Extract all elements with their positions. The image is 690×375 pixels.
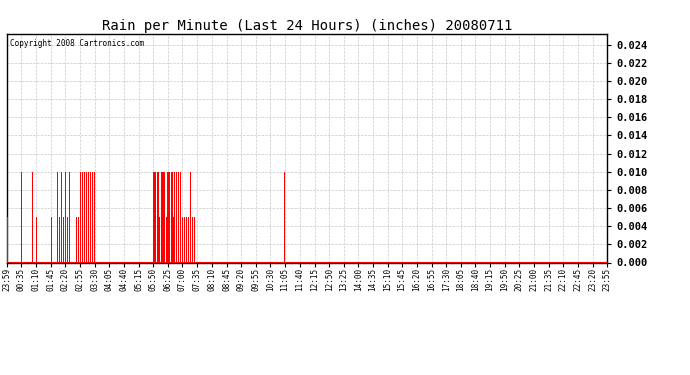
Bar <box>57 172 58 262</box>
Bar <box>78 217 79 262</box>
Bar <box>178 172 179 262</box>
Bar <box>86 172 87 262</box>
Bar <box>84 172 85 262</box>
Bar <box>158 172 159 262</box>
Bar <box>184 217 185 262</box>
Bar <box>164 172 166 262</box>
Bar <box>61 172 62 262</box>
Bar <box>59 217 60 262</box>
Bar <box>182 217 183 262</box>
Bar <box>76 217 77 262</box>
Bar <box>155 172 156 262</box>
Bar <box>152 172 154 262</box>
Bar <box>188 217 189 262</box>
Bar <box>186 217 187 262</box>
Bar <box>88 172 89 262</box>
Bar <box>50 217 52 262</box>
Bar <box>74 172 75 262</box>
Bar <box>170 172 172 262</box>
Bar <box>90 172 91 262</box>
Bar <box>21 172 22 262</box>
Bar <box>82 172 83 262</box>
Bar <box>176 172 177 262</box>
Bar <box>284 172 285 262</box>
Bar <box>63 217 64 262</box>
Bar <box>80 172 81 262</box>
Title: Rain per Minute (Last 24 Hours) (inches) 20080711: Rain per Minute (Last 24 Hours) (inches)… <box>102 19 512 33</box>
Bar <box>157 172 158 262</box>
Bar <box>36 217 37 262</box>
Bar <box>173 217 174 262</box>
Bar <box>162 172 163 262</box>
Bar <box>168 172 169 262</box>
Bar <box>190 172 191 262</box>
Text: Copyright 2008 Cartronics.com: Copyright 2008 Cartronics.com <box>10 39 144 48</box>
Bar <box>167 172 168 262</box>
Bar <box>180 172 181 262</box>
Bar <box>159 217 160 262</box>
Bar <box>154 172 155 262</box>
Bar <box>92 172 93 262</box>
